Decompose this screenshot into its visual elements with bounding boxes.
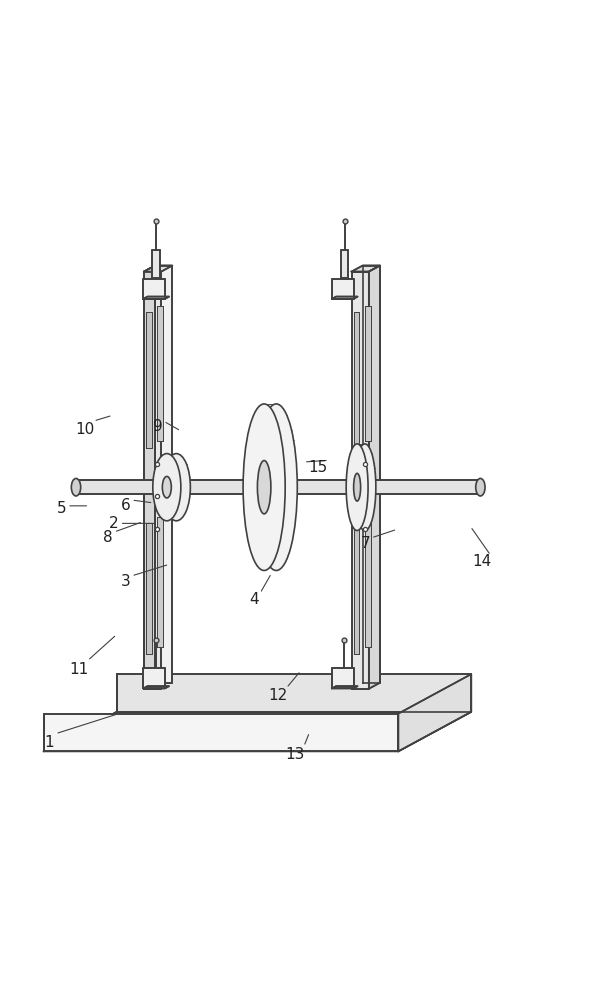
Polygon shape bbox=[76, 480, 480, 494]
Text: 2: 2 bbox=[109, 516, 119, 531]
Text: 12: 12 bbox=[268, 688, 287, 703]
Polygon shape bbox=[44, 712, 471, 751]
Polygon shape bbox=[144, 266, 172, 272]
Text: 10: 10 bbox=[75, 422, 94, 437]
Polygon shape bbox=[363, 266, 380, 683]
Polygon shape bbox=[146, 312, 152, 448]
Polygon shape bbox=[332, 686, 358, 688]
Polygon shape bbox=[152, 250, 160, 278]
Text: 3: 3 bbox=[120, 574, 130, 589]
Text: 14: 14 bbox=[473, 554, 491, 569]
Polygon shape bbox=[143, 297, 169, 299]
Polygon shape bbox=[144, 266, 155, 689]
Polygon shape bbox=[117, 674, 471, 712]
Polygon shape bbox=[369, 266, 380, 689]
Ellipse shape bbox=[257, 461, 271, 514]
Polygon shape bbox=[340, 250, 348, 278]
Ellipse shape bbox=[476, 478, 485, 496]
Ellipse shape bbox=[354, 444, 376, 531]
Ellipse shape bbox=[162, 454, 191, 521]
Polygon shape bbox=[365, 517, 371, 647]
Polygon shape bbox=[158, 517, 163, 647]
Polygon shape bbox=[353, 523, 359, 654]
Text: 1: 1 bbox=[45, 735, 54, 750]
Polygon shape bbox=[353, 312, 359, 448]
Polygon shape bbox=[332, 297, 358, 299]
Polygon shape bbox=[365, 306, 371, 441]
Polygon shape bbox=[155, 266, 172, 683]
Text: 8: 8 bbox=[103, 530, 113, 545]
Polygon shape bbox=[352, 266, 380, 272]
Polygon shape bbox=[143, 668, 165, 688]
Text: 15: 15 bbox=[309, 460, 328, 475]
Polygon shape bbox=[44, 714, 398, 751]
Ellipse shape bbox=[353, 473, 360, 501]
Polygon shape bbox=[332, 668, 353, 688]
Polygon shape bbox=[146, 523, 152, 654]
Polygon shape bbox=[332, 279, 353, 299]
Text: 5: 5 bbox=[57, 501, 66, 516]
Text: 7: 7 bbox=[360, 536, 370, 551]
Text: 13: 13 bbox=[286, 747, 304, 762]
Ellipse shape bbox=[162, 476, 171, 498]
Polygon shape bbox=[143, 686, 169, 688]
Polygon shape bbox=[158, 306, 163, 441]
Text: 6: 6 bbox=[120, 498, 130, 513]
Text: 9: 9 bbox=[153, 419, 162, 434]
Ellipse shape bbox=[243, 404, 285, 570]
Polygon shape bbox=[144, 272, 161, 689]
Ellipse shape bbox=[153, 454, 181, 521]
Polygon shape bbox=[398, 674, 471, 751]
Ellipse shape bbox=[346, 444, 368, 531]
Polygon shape bbox=[352, 272, 369, 689]
Polygon shape bbox=[143, 279, 165, 299]
Text: 4: 4 bbox=[250, 592, 259, 607]
Ellipse shape bbox=[71, 478, 81, 496]
Ellipse shape bbox=[255, 404, 297, 570]
Text: 11: 11 bbox=[69, 662, 88, 677]
